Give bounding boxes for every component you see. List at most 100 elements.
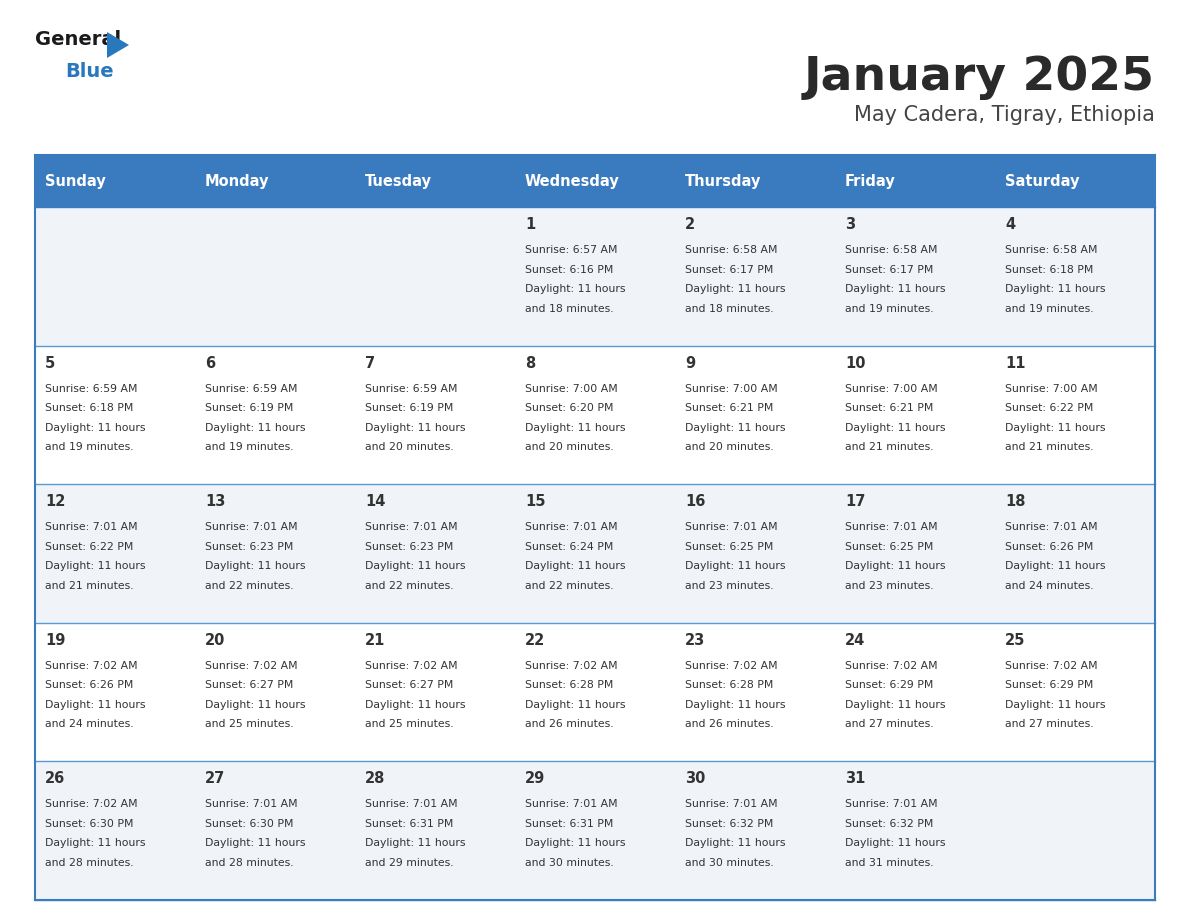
Text: Sunset: 6:32 PM: Sunset: 6:32 PM: [685, 819, 773, 829]
Text: Sunset: 6:22 PM: Sunset: 6:22 PM: [1005, 403, 1093, 413]
Bar: [34, 484, 195, 622]
Text: 9: 9: [685, 355, 695, 371]
Text: Sunrise: 6:57 AM: Sunrise: 6:57 AM: [525, 245, 618, 255]
Text: Sunrise: 7:01 AM: Sunrise: 7:01 AM: [845, 522, 937, 532]
Text: Sunrise: 7:01 AM: Sunrise: 7:01 AM: [365, 800, 457, 810]
Bar: [516, 622, 675, 761]
Text: 19: 19: [45, 633, 65, 648]
Text: and 24 minutes.: and 24 minutes.: [45, 720, 133, 729]
Text: Sunrise: 7:00 AM: Sunrise: 7:00 AM: [525, 384, 618, 394]
Bar: [34, 622, 195, 761]
Text: and 26 minutes.: and 26 minutes.: [685, 720, 773, 729]
Text: Sunset: 6:20 PM: Sunset: 6:20 PM: [525, 403, 613, 413]
Text: Daylight: 11 hours: Daylight: 11 hours: [206, 838, 305, 848]
Text: Sunset: 6:28 PM: Sunset: 6:28 PM: [685, 680, 773, 690]
Text: Sunrise: 6:59 AM: Sunrise: 6:59 AM: [45, 384, 138, 394]
Text: 11: 11: [1005, 355, 1025, 371]
Text: Daylight: 11 hours: Daylight: 11 hours: [1005, 284, 1106, 294]
Text: Sunset: 6:32 PM: Sunset: 6:32 PM: [845, 819, 934, 829]
Text: Sunday: Sunday: [45, 174, 106, 188]
Text: Sunrise: 7:01 AM: Sunrise: 7:01 AM: [1005, 522, 1098, 532]
Text: Sunset: 6:17 PM: Sunset: 6:17 PM: [685, 264, 773, 274]
Text: Daylight: 11 hours: Daylight: 11 hours: [206, 561, 305, 571]
Text: Sunrise: 7:01 AM: Sunrise: 7:01 AM: [525, 800, 618, 810]
Text: Sunset: 6:26 PM: Sunset: 6:26 PM: [1005, 542, 1093, 552]
Text: and 26 minutes.: and 26 minutes.: [525, 720, 614, 729]
Text: 6: 6: [206, 355, 215, 371]
Text: 30: 30: [685, 771, 706, 787]
Text: Sunrise: 7:00 AM: Sunrise: 7:00 AM: [685, 384, 778, 394]
Text: and 28 minutes.: and 28 minutes.: [45, 858, 133, 868]
Text: General: General: [34, 30, 121, 49]
Text: Daylight: 11 hours: Daylight: 11 hours: [685, 284, 785, 294]
Text: 22: 22: [525, 633, 545, 648]
Bar: [675, 155, 835, 207]
Text: 4: 4: [1005, 217, 1015, 232]
Text: Sunset: 6:21 PM: Sunset: 6:21 PM: [845, 403, 934, 413]
Text: Sunrise: 7:02 AM: Sunrise: 7:02 AM: [365, 661, 457, 671]
Text: and 24 minutes.: and 24 minutes.: [1005, 581, 1094, 590]
Bar: [34, 761, 195, 900]
Bar: [675, 207, 835, 345]
Text: Sunrise: 7:01 AM: Sunrise: 7:01 AM: [685, 800, 778, 810]
Bar: [996, 761, 1155, 900]
Text: and 19 minutes.: and 19 minutes.: [845, 304, 934, 314]
Text: Daylight: 11 hours: Daylight: 11 hours: [45, 838, 145, 848]
Text: and 19 minutes.: and 19 minutes.: [206, 442, 293, 452]
Text: 2: 2: [685, 217, 695, 232]
Text: Sunrise: 7:02 AM: Sunrise: 7:02 AM: [525, 661, 618, 671]
Text: Monday: Monday: [206, 174, 270, 188]
Bar: [34, 345, 195, 484]
Text: Sunset: 6:19 PM: Sunset: 6:19 PM: [365, 403, 454, 413]
Text: 26: 26: [45, 771, 65, 787]
Text: 10: 10: [845, 355, 866, 371]
Text: 16: 16: [685, 494, 706, 509]
Text: 17: 17: [845, 494, 865, 509]
Text: and 21 minutes.: and 21 minutes.: [845, 442, 934, 452]
Text: Sunrise: 6:58 AM: Sunrise: 6:58 AM: [1005, 245, 1098, 255]
Text: Sunrise: 7:02 AM: Sunrise: 7:02 AM: [45, 800, 138, 810]
Text: Sunrise: 7:01 AM: Sunrise: 7:01 AM: [45, 522, 138, 532]
Bar: [835, 622, 996, 761]
Text: 14: 14: [365, 494, 385, 509]
Text: Sunrise: 7:00 AM: Sunrise: 7:00 AM: [1005, 384, 1098, 394]
Text: Daylight: 11 hours: Daylight: 11 hours: [1005, 422, 1106, 432]
Text: 31: 31: [845, 771, 865, 787]
Bar: [516, 207, 675, 345]
Text: Daylight: 11 hours: Daylight: 11 hours: [206, 700, 305, 710]
Text: Daylight: 11 hours: Daylight: 11 hours: [206, 422, 305, 432]
Text: Sunrise: 7:01 AM: Sunrise: 7:01 AM: [365, 522, 457, 532]
Text: Sunrise: 7:01 AM: Sunrise: 7:01 AM: [845, 800, 937, 810]
Bar: [355, 484, 516, 622]
Text: May Cadera, Tigray, Ethiopia: May Cadera, Tigray, Ethiopia: [854, 105, 1155, 125]
Bar: [516, 155, 675, 207]
Text: Sunrise: 6:59 AM: Sunrise: 6:59 AM: [365, 384, 457, 394]
Text: Thursday: Thursday: [685, 174, 762, 188]
Text: Daylight: 11 hours: Daylight: 11 hours: [45, 422, 145, 432]
Text: Daylight: 11 hours: Daylight: 11 hours: [1005, 700, 1106, 710]
Bar: [355, 761, 516, 900]
Text: and 20 minutes.: and 20 minutes.: [525, 442, 614, 452]
Bar: [355, 345, 516, 484]
Text: 29: 29: [525, 771, 545, 787]
Bar: [675, 484, 835, 622]
Text: Daylight: 11 hours: Daylight: 11 hours: [525, 700, 626, 710]
Text: Sunset: 6:25 PM: Sunset: 6:25 PM: [685, 542, 773, 552]
Text: 21: 21: [365, 633, 385, 648]
Text: and 29 minutes.: and 29 minutes.: [365, 858, 454, 868]
Text: and 20 minutes.: and 20 minutes.: [685, 442, 773, 452]
Bar: [516, 484, 675, 622]
Text: Sunrise: 7:02 AM: Sunrise: 7:02 AM: [206, 661, 298, 671]
Bar: [195, 761, 355, 900]
Bar: [996, 622, 1155, 761]
Text: Tuesday: Tuesday: [365, 174, 432, 188]
Text: and 22 minutes.: and 22 minutes.: [365, 581, 454, 590]
Bar: [355, 622, 516, 761]
Text: and 25 minutes.: and 25 minutes.: [365, 720, 454, 729]
Text: Sunrise: 7:02 AM: Sunrise: 7:02 AM: [45, 661, 138, 671]
Text: 7: 7: [365, 355, 375, 371]
Text: Sunset: 6:31 PM: Sunset: 6:31 PM: [365, 819, 454, 829]
Text: Sunset: 6:23 PM: Sunset: 6:23 PM: [365, 542, 454, 552]
Text: 23: 23: [685, 633, 706, 648]
Text: Sunset: 6:18 PM: Sunset: 6:18 PM: [45, 403, 133, 413]
